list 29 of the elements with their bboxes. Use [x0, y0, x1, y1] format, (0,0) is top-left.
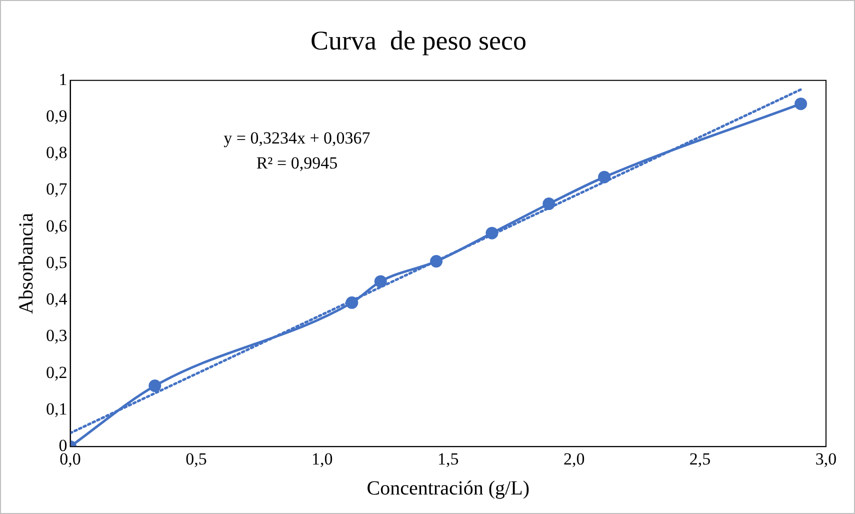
annotation: y = 0,3234x + 0,0367	[224, 128, 371, 148]
point	[430, 255, 443, 268]
x-tick-label: 0,5	[186, 449, 207, 468]
y-tick-label: 0,4	[46, 290, 68, 309]
point	[794, 98, 808, 110]
point	[374, 275, 387, 288]
x-axis-title: Concentración (g/L)	[366, 477, 530, 500]
y-tick-label: 0,5	[46, 252, 68, 272]
y-tick-label: 0,7	[46, 180, 68, 199]
y-tick-label: 1	[58, 70, 68, 89]
point	[598, 170, 611, 184]
point	[346, 296, 358, 309]
chart-title: Curva de peso seco	[310, 25, 526, 56]
point	[486, 226, 498, 240]
x-tick-label: 2,0	[563, 449, 585, 468]
point	[148, 380, 162, 392]
y-tick-label: 0,6	[46, 216, 68, 236]
point	[542, 198, 556, 210]
y-tick-label: 0,8	[46, 143, 68, 162]
x-tick-label: 3,0	[815, 449, 837, 468]
x-tick-label: 1,5	[438, 449, 459, 468]
y-axis-title: Absorbancia	[15, 212, 38, 314]
y-tick-label: 0,9	[46, 106, 68, 126]
x-tick-label: 2,5	[689, 449, 711, 468]
x-tick-label: 1,0	[312, 449, 333, 468]
annotation: R² = 0,9945	[256, 153, 338, 172]
y-tick-label: 0,1	[46, 399, 68, 418]
y-tick-label: 0,3	[46, 326, 68, 346]
y-tick-label: 0,2	[46, 362, 68, 382]
